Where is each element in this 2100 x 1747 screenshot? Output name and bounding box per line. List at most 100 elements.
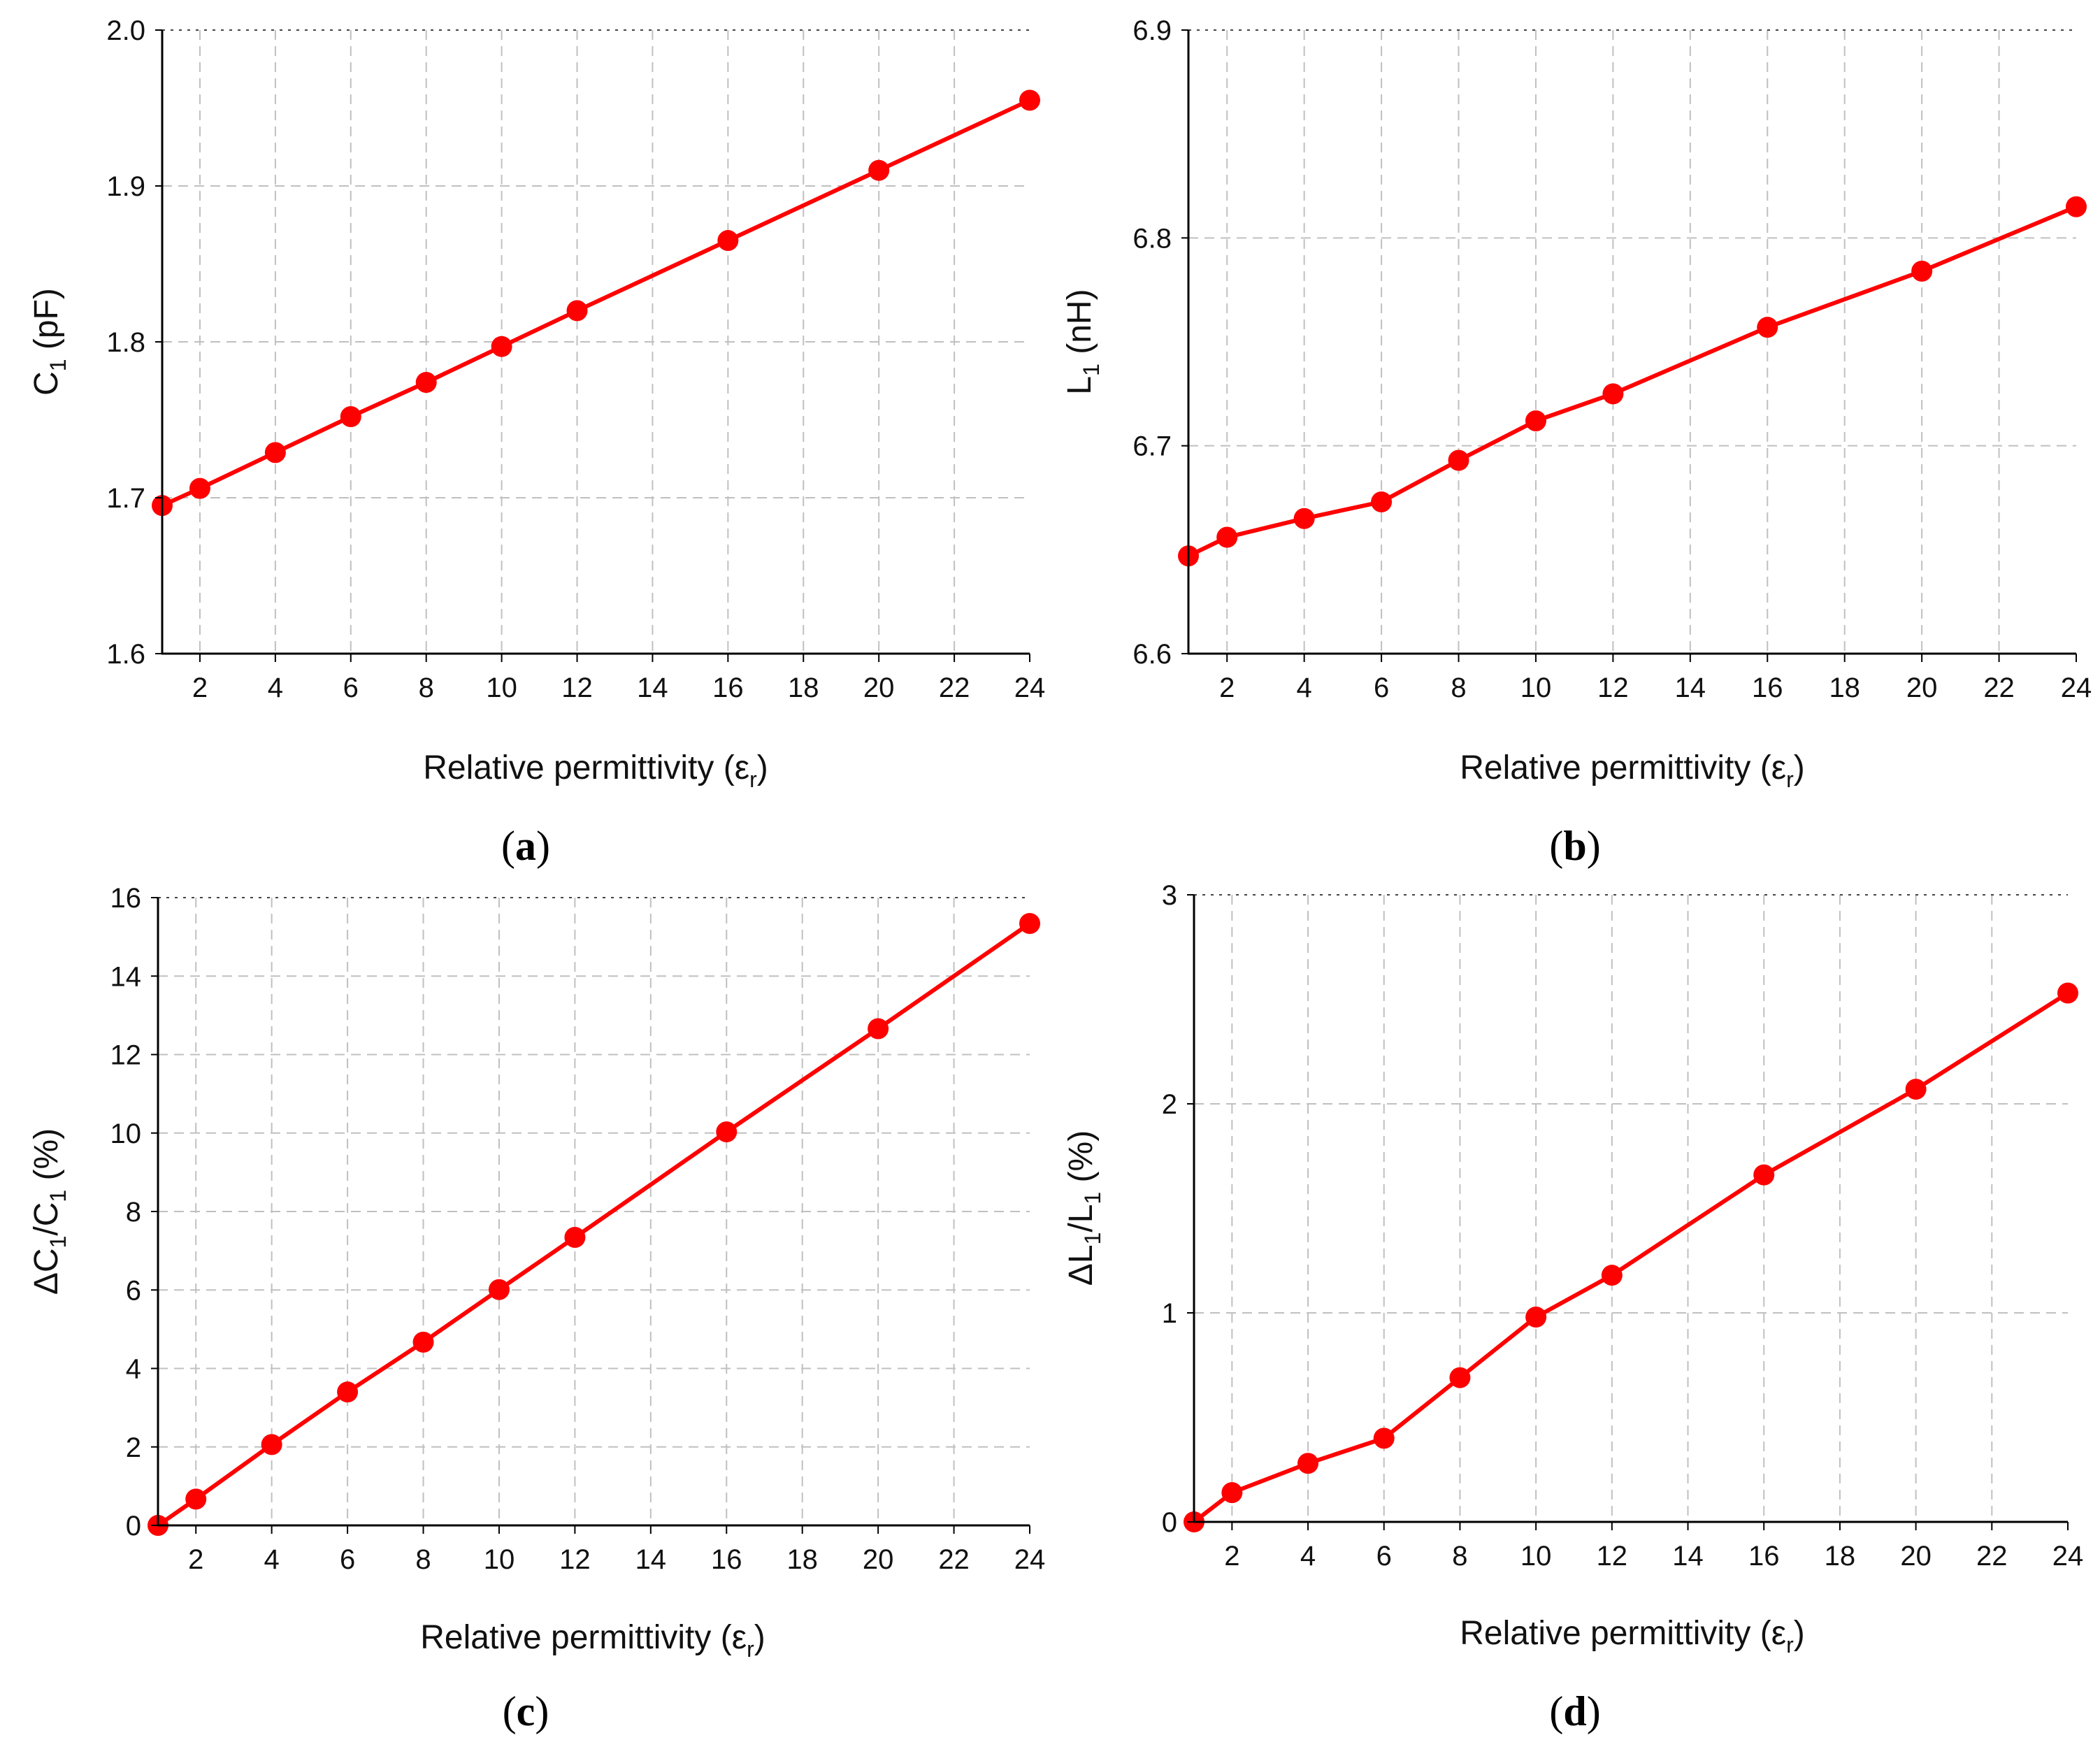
series-line-b <box>1187 204 2078 558</box>
x-tick-label-d: 18 <box>1825 1541 1856 1572</box>
x-tick-label-b: 2 <box>1219 673 1235 703</box>
plot-area-a <box>162 30 1030 654</box>
x-tick-label-b: 10 <box>1520 673 1552 703</box>
data-point-d <box>1601 1265 1623 1286</box>
y-tick-label-b: 6.6 <box>1132 639 1172 670</box>
axes-b <box>1181 29 2077 662</box>
y-tick-label-d: 0 <box>1162 1507 1177 1538</box>
data-point-a <box>717 230 739 252</box>
x-tick-label-c: 6 <box>340 1544 355 1575</box>
x-tick-label-a: 24 <box>1014 673 1046 703</box>
x-tick-label-b: 24 <box>2061 673 2092 703</box>
x-tick-label-b: 18 <box>1829 673 1860 703</box>
series-c <box>148 913 1040 1536</box>
x-tick-label-c: 16 <box>711 1544 742 1575</box>
x-tick-label-c: 18 <box>786 1544 818 1575</box>
grid-b <box>1188 29 2076 654</box>
data-point-c <box>868 1018 889 1040</box>
x-tick-label-a: 22 <box>939 673 970 703</box>
x-axis-title-d: Relative permittivity (εr) <box>1460 1615 1804 1658</box>
y-axis-title-c: ΔC1/C1 (%) <box>28 1128 71 1295</box>
x-tick-label-d: 8 <box>1452 1541 1467 1572</box>
y-tick-label-c: 12 <box>110 1040 142 1071</box>
data-point-c <box>716 1121 738 1143</box>
data-point-d <box>1221 1482 1243 1504</box>
x-tick-label-b: 6 <box>1374 673 1389 703</box>
y-axis-title-a: C1 (pF) <box>28 288 71 396</box>
x-tick-label-a: 6 <box>343 673 359 703</box>
x-tick-label-c: 10 <box>484 1544 515 1575</box>
data-point-d <box>1373 1428 1395 1449</box>
series-line-d <box>1193 991 2069 1524</box>
x-tick-label-a: 20 <box>863 673 895 703</box>
data-point-a <box>415 371 437 393</box>
x-tick-label-b: 8 <box>1451 673 1466 703</box>
x-tick-label-d: 22 <box>1976 1541 2008 1572</box>
x-tick-label-d: 14 <box>1672 1541 1704 1572</box>
y-tick-label-a: 1.6 <box>106 639 145 670</box>
x-tick-label-b: 12 <box>1597 673 1629 703</box>
data-point-c <box>261 1434 282 1455</box>
data-point-b <box>1293 508 1315 529</box>
series-a <box>152 89 1040 517</box>
data-point-b <box>2066 196 2087 217</box>
data-point-b <box>1757 317 1778 338</box>
x-tick-label-b: 20 <box>1906 673 1938 703</box>
x-tick-label-c: 8 <box>415 1544 431 1575</box>
data-point-c <box>412 1331 434 1353</box>
x-tick-label-d: 12 <box>1597 1541 1628 1572</box>
plot-area-b <box>1188 30 2076 654</box>
panel-caption-c: (c) <box>503 1688 549 1734</box>
x-tick-label-c: 24 <box>1014 1544 1046 1575</box>
series-line-c <box>157 921 1031 1527</box>
data-point-a <box>189 477 210 499</box>
grid-c <box>158 897 1030 1525</box>
x-tick-label-b: 4 <box>1297 673 1312 703</box>
x-tick-label-c: 2 <box>188 1544 203 1575</box>
x-tick-label-c: 20 <box>863 1544 894 1575</box>
y-tick-label-c: 0 <box>126 1511 141 1541</box>
x-tick-label-a: 4 <box>268 673 283 703</box>
data-point-b <box>1911 260 1933 282</box>
y-tick-label-b: 6.7 <box>1132 431 1172 462</box>
axes-d <box>1187 894 2069 1530</box>
x-tick-label-a: 10 <box>486 673 517 703</box>
x-tick-label-d: 10 <box>1520 1541 1552 1572</box>
data-point-d <box>1297 1453 1319 1474</box>
data-point-c <box>488 1279 510 1300</box>
y-tick-labels-b: 6.6 6.7 6.8 6.9 <box>1132 15 1172 670</box>
data-point-c <box>337 1381 359 1403</box>
x-tick-label-b: 14 <box>1675 673 1706 703</box>
x-tick-label-c: 12 <box>559 1544 591 1575</box>
x-tick-label-a: 8 <box>419 673 434 703</box>
data-point-a <box>566 300 588 322</box>
y-tick-label-a: 2.0 <box>106 15 145 46</box>
x-tick-label-d: 2 <box>1224 1541 1239 1572</box>
data-point-a <box>868 159 890 181</box>
y-tick-label-a: 1.8 <box>106 327 145 358</box>
panel-a: 1.61.71.81.92.0 2 4 6 8 10 12 14 16 18 20 22 24 Rel… <box>28 15 1045 869</box>
panel-caption-d: (d) <box>1549 1688 1600 1734</box>
y-tick-label-d: 3 <box>1162 880 1177 911</box>
axes-c <box>151 897 1030 1534</box>
y-axis-title-d: ΔL1/L1 (%) <box>1063 1130 1105 1286</box>
data-point-d <box>1753 1164 1775 1186</box>
x-tick-label-d: 16 <box>1748 1541 1780 1572</box>
data-point-c <box>1019 913 1040 935</box>
data-point-d <box>2057 982 2078 1004</box>
grid-d <box>1194 894 2068 1522</box>
x-tick-label-d: 20 <box>1900 1541 1932 1572</box>
x-tick-label-c: 14 <box>635 1544 667 1575</box>
y-tick-labels-d: 0 1 2 3 <box>1162 880 1177 1538</box>
axes-a <box>155 29 1030 662</box>
x-tick-label-a: 14 <box>637 673 668 703</box>
x-tick-label-d: 24 <box>2052 1541 2084 1572</box>
x-tick-label-c: 22 <box>938 1544 970 1575</box>
y-tick-label-c: 10 <box>110 1119 142 1149</box>
data-point-b <box>1371 491 1393 512</box>
plot-area-d <box>1194 895 2068 1522</box>
data-point-b <box>1448 450 1469 471</box>
x-tick-label-c: 4 <box>264 1544 280 1575</box>
